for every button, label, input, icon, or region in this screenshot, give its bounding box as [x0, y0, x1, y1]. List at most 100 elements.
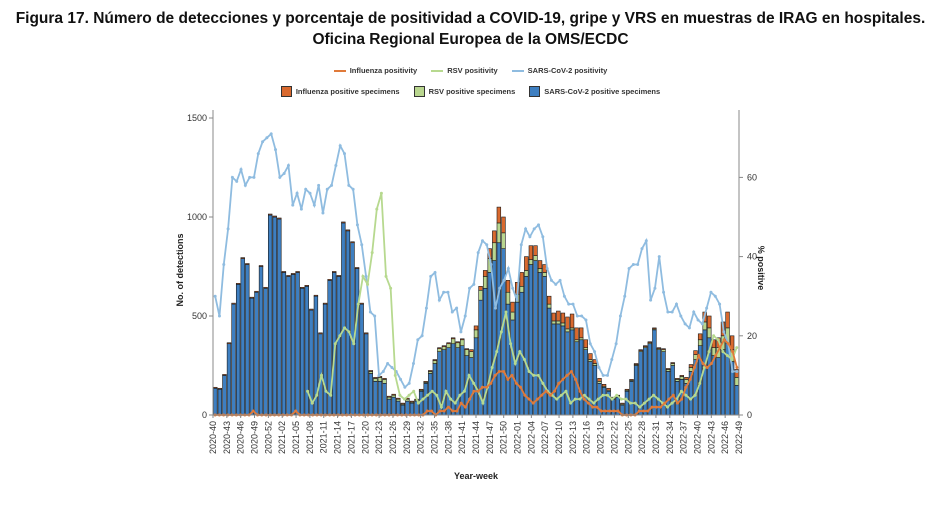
bar-sarscov2 — [469, 357, 474, 416]
point-marker — [735, 365, 739, 369]
point-marker — [636, 263, 640, 267]
point-marker — [612, 409, 616, 413]
bar-influenza — [482, 270, 488, 277]
x-tick-label: 2021-26 — [388, 421, 398, 454]
y-tick-label: 0 — [202, 410, 207, 420]
bar-sarscov2 — [368, 373, 373, 416]
point-marker — [274, 148, 278, 152]
point-marker — [459, 330, 463, 334]
point-marker — [631, 263, 635, 267]
bar-sarscov2 — [235, 284, 241, 416]
bar-influenza — [707, 315, 712, 329]
point-marker — [355, 223, 359, 227]
point-marker — [481, 401, 485, 405]
point-marker — [472, 381, 476, 385]
point-marker — [578, 389, 582, 393]
bar-sarscov2 — [670, 365, 675, 416]
point-marker — [439, 405, 443, 409]
bar-sarscov2 — [533, 260, 538, 416]
legend-line-swatch — [431, 69, 444, 72]
point-marker — [424, 306, 428, 310]
bar-rsv — [482, 276, 488, 289]
point-marker — [647, 397, 651, 401]
x-tick-label: 2022-49 — [734, 421, 744, 454]
point-marker — [463, 405, 467, 409]
bar-sarscov2 — [286, 276, 291, 416]
bar-influenza — [601, 384, 607, 387]
line-rsv-positivity — [306, 192, 738, 410]
point-marker — [654, 405, 658, 409]
point-marker — [545, 266, 549, 270]
point-marker — [603, 409, 607, 413]
point-marker — [351, 187, 355, 191]
bar-sarscov2 — [290, 274, 296, 416]
point-marker — [544, 389, 548, 393]
point-marker — [523, 393, 527, 397]
x-tick-label: 2021-47 — [485, 421, 495, 454]
point-marker — [213, 294, 217, 298]
point-marker — [282, 171, 286, 175]
point-marker — [722, 338, 726, 342]
bar-sarscov2 — [386, 398, 392, 416]
bar-influenza — [643, 345, 648, 347]
x-tick-label: 2021-32 — [416, 421, 426, 454]
point-marker — [709, 290, 713, 294]
bar-sarscov2 — [528, 264, 534, 416]
x-tick-label: 2022-46 — [720, 421, 730, 454]
point-marker — [450, 310, 454, 314]
point-marker — [453, 401, 457, 405]
point-marker — [638, 405, 642, 409]
point-marker — [489, 381, 493, 385]
x-tick-label: 2022-19 — [596, 421, 606, 454]
point-marker — [528, 235, 532, 239]
point-marker — [642, 409, 646, 413]
x-tick-label: 2020-46 — [236, 421, 246, 454]
bar-sarscov2 — [455, 347, 460, 416]
point-marker — [705, 306, 709, 310]
bar-influenza — [624, 388, 630, 391]
point-marker — [334, 164, 338, 168]
x-tick-label: 2021-41 — [457, 421, 467, 454]
bar-influenza — [569, 313, 575, 329]
y-tick-label: 500 — [192, 311, 207, 321]
bar-influenza — [688, 364, 694, 368]
point-marker — [442, 409, 446, 413]
bar-influenza — [652, 327, 657, 330]
bar-rsv — [377, 377, 383, 382]
point-marker — [444, 389, 448, 393]
point-marker — [722, 330, 726, 334]
bar-influenza — [551, 312, 556, 322]
bar-sarscov2 — [496, 242, 502, 416]
point-marker — [499, 330, 503, 334]
point-marker — [338, 334, 342, 338]
point-marker — [269, 132, 273, 136]
legend-item-sarscov2-specimens: SARS-CoV-2 positive specimens — [529, 86, 660, 97]
point-marker — [644, 239, 648, 243]
point-marker — [627, 266, 631, 270]
point-marker — [652, 393, 656, 397]
line-sars-cov-2-positivity — [214, 132, 737, 389]
point-marker — [480, 239, 484, 243]
point-marker — [489, 263, 493, 267]
bar-rsv — [464, 349, 470, 356]
x-tick-label: 2021-11 — [319, 421, 329, 453]
bar-sarscov2 — [217, 388, 223, 416]
point-marker — [451, 409, 455, 413]
y2-axis-title: % positive — [756, 246, 766, 291]
legend-label: SARS-CoV-2 positive specimens — [544, 87, 661, 96]
point-marker — [552, 389, 556, 393]
point-marker — [646, 409, 650, 413]
bar-sarscov2 — [510, 319, 515, 416]
bar-influenza — [386, 395, 392, 398]
point-marker — [616, 409, 620, 413]
legend-label: Influenza positivity — [349, 66, 418, 75]
point-marker — [524, 227, 528, 231]
point-marker — [472, 282, 476, 286]
point-marker — [476, 389, 480, 393]
point-marker — [637, 409, 641, 413]
legend-label: Influenza positive specimens — [295, 87, 400, 96]
bar-influenza — [240, 257, 245, 259]
legend-lines: Influenza positivity RSV positivity SARS… — [0, 66, 941, 75]
bar-influenza — [300, 286, 305, 289]
x-tick-label: 2021-29 — [402, 421, 412, 454]
